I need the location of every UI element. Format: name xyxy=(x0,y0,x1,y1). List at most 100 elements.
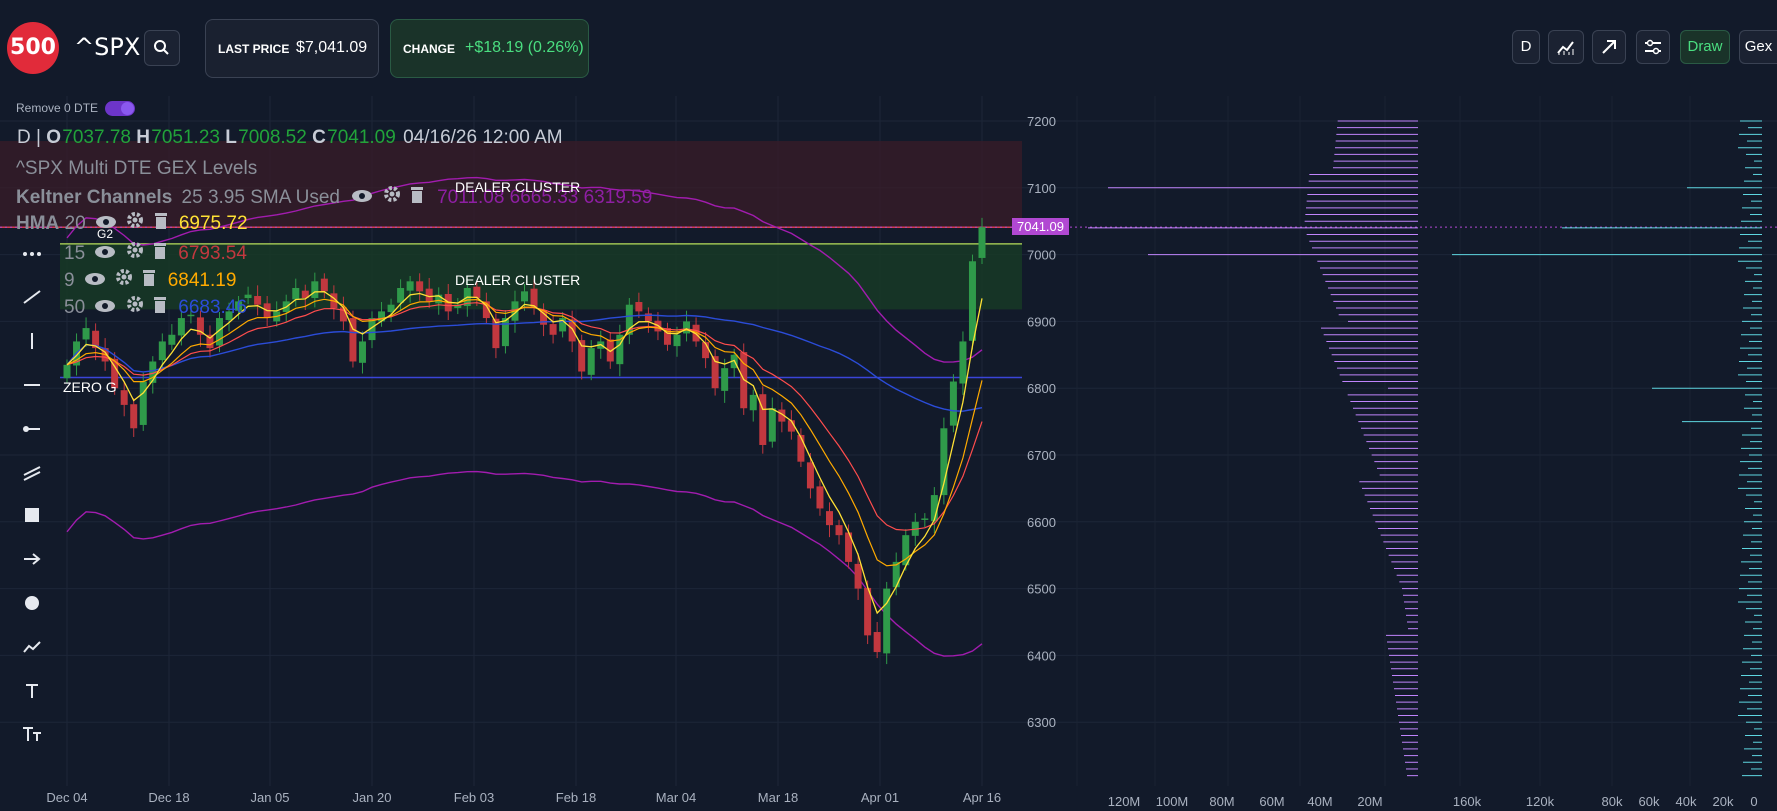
dealer-cluster-zone-2 xyxy=(60,243,1022,310)
eye-icon[interactable] xyxy=(84,270,106,292)
symbol-search-button[interactable] xyxy=(144,30,180,66)
trash-icon[interactable] xyxy=(153,242,167,265)
x-tick-label: Dec 18 xyxy=(148,790,189,805)
candle xyxy=(902,535,910,566)
y-tick-label: 7100 xyxy=(1027,181,1056,196)
gex-put-tick-label: 40M xyxy=(1307,794,1332,809)
interval-button[interactable]: D xyxy=(1512,30,1540,64)
y-tick-label: 6400 xyxy=(1027,648,1056,663)
arrow-tool[interactable] xyxy=(18,545,46,573)
path-tool[interactable] xyxy=(18,633,46,661)
parallel-channel-tool[interactable] xyxy=(18,459,46,487)
gear-icon[interactable] xyxy=(383,185,401,209)
trash-icon[interactable] xyxy=(410,186,424,209)
hma-15-line xyxy=(66,302,983,531)
chart-indicators-icon xyxy=(1557,41,1574,55)
gear-icon[interactable] xyxy=(126,241,144,265)
candle xyxy=(244,294,252,299)
y-tick-label: 6700 xyxy=(1027,448,1056,463)
candle xyxy=(845,532,853,562)
candle xyxy=(921,518,929,520)
horizontal-line-tool[interactable] xyxy=(18,371,46,399)
trash-icon[interactable] xyxy=(154,212,168,235)
last-price-label: LAST PRICE xyxy=(218,42,290,56)
gex-call-tick-label: 0 xyxy=(1750,794,1757,809)
candle xyxy=(540,310,548,325)
vertical-line-tool[interactable] xyxy=(18,327,46,355)
ohlc-interval: D xyxy=(17,127,31,148)
hma-name: HMA xyxy=(16,213,60,234)
candle xyxy=(63,364,71,379)
candle xyxy=(711,356,719,389)
gex-call-tick-label: 160k xyxy=(1453,794,1482,809)
keltner-params: 25 3.95 SMA Used xyxy=(181,187,340,208)
high-label: H xyxy=(136,127,150,148)
high-value: 7051.23 xyxy=(151,127,220,148)
x-tick-label: Jan 20 xyxy=(352,790,391,805)
candle xyxy=(683,321,691,334)
rectangle-tool[interactable] xyxy=(18,501,46,529)
draw-button[interactable]: Draw xyxy=(1680,30,1730,64)
ray-tool[interactable] xyxy=(18,415,46,443)
trend-line-tool[interactable] xyxy=(18,283,46,311)
eye-icon[interactable] xyxy=(94,297,116,319)
candle xyxy=(606,339,614,362)
indicators-button[interactable] xyxy=(1548,30,1584,64)
trash-icon[interactable] xyxy=(153,296,167,319)
moving-averages xyxy=(66,291,983,615)
gex-button[interactable]: Gex xyxy=(1739,30,1777,64)
trend-button[interactable] xyxy=(1592,30,1626,64)
candle xyxy=(339,307,347,322)
candle xyxy=(130,404,138,429)
candle xyxy=(473,286,481,299)
candle xyxy=(111,358,119,389)
candle xyxy=(816,486,824,509)
gex-put-tick-label: 80M xyxy=(1209,794,1234,809)
gear-icon[interactable] xyxy=(126,211,144,235)
candle xyxy=(854,563,862,589)
hma-20-line xyxy=(66,291,983,615)
gex-call-tick-label: 40k xyxy=(1676,794,1697,809)
candle xyxy=(892,561,900,588)
remove-0dte-toggle[interactable] xyxy=(105,101,135,116)
eye-icon[interactable] xyxy=(95,213,117,235)
candle xyxy=(759,394,767,445)
text-tool[interactable] xyxy=(18,677,46,705)
eye-icon[interactable] xyxy=(351,187,373,209)
brand-logo[interactable]: 500 xyxy=(7,22,59,74)
gear-icon[interactable] xyxy=(126,295,144,319)
candle xyxy=(864,587,872,636)
price-chart[interactable]: Dec 04 Dec 18 Jan 05 Jan 20 Feb 03 Feb 18 Mar … xyxy=(0,96,1777,811)
gear-icon[interactable] xyxy=(115,268,133,292)
candle xyxy=(501,318,509,347)
candle xyxy=(940,428,948,496)
candle xyxy=(387,304,395,313)
low-value: 7008.52 xyxy=(238,127,307,148)
candle xyxy=(349,318,357,362)
open-value: 7037.78 xyxy=(62,127,131,148)
circle-tool[interactable] xyxy=(18,589,46,617)
candle xyxy=(768,408,776,442)
candle xyxy=(930,495,938,522)
font-size-tool[interactable] xyxy=(18,720,46,748)
gex-put-tick-label: 100M xyxy=(1156,794,1189,809)
candle xyxy=(177,318,185,336)
change-value: +$18.19 (0.26%) xyxy=(465,39,584,56)
eye-icon[interactable] xyxy=(94,243,116,265)
candle xyxy=(225,311,233,321)
more-tools-button[interactable] xyxy=(18,240,46,268)
candle xyxy=(835,525,843,536)
candle xyxy=(644,313,652,322)
candle xyxy=(416,281,424,292)
gex-put-tick-label: 20M xyxy=(1357,794,1382,809)
settings-sliders-button[interactable] xyxy=(1636,30,1670,64)
candle xyxy=(530,288,538,309)
candle xyxy=(454,304,462,309)
candle xyxy=(368,318,376,341)
trash-icon[interactable] xyxy=(142,269,156,292)
hma3-length: 9 xyxy=(64,270,75,291)
hma-9-line xyxy=(66,298,983,567)
keltner-legend: Keltner Channels 25 3.95 SMA Used 7011.0… xyxy=(16,185,652,209)
gex-call-tick-label: 120k xyxy=(1526,794,1555,809)
hma3-value: 6841.19 xyxy=(167,270,237,291)
